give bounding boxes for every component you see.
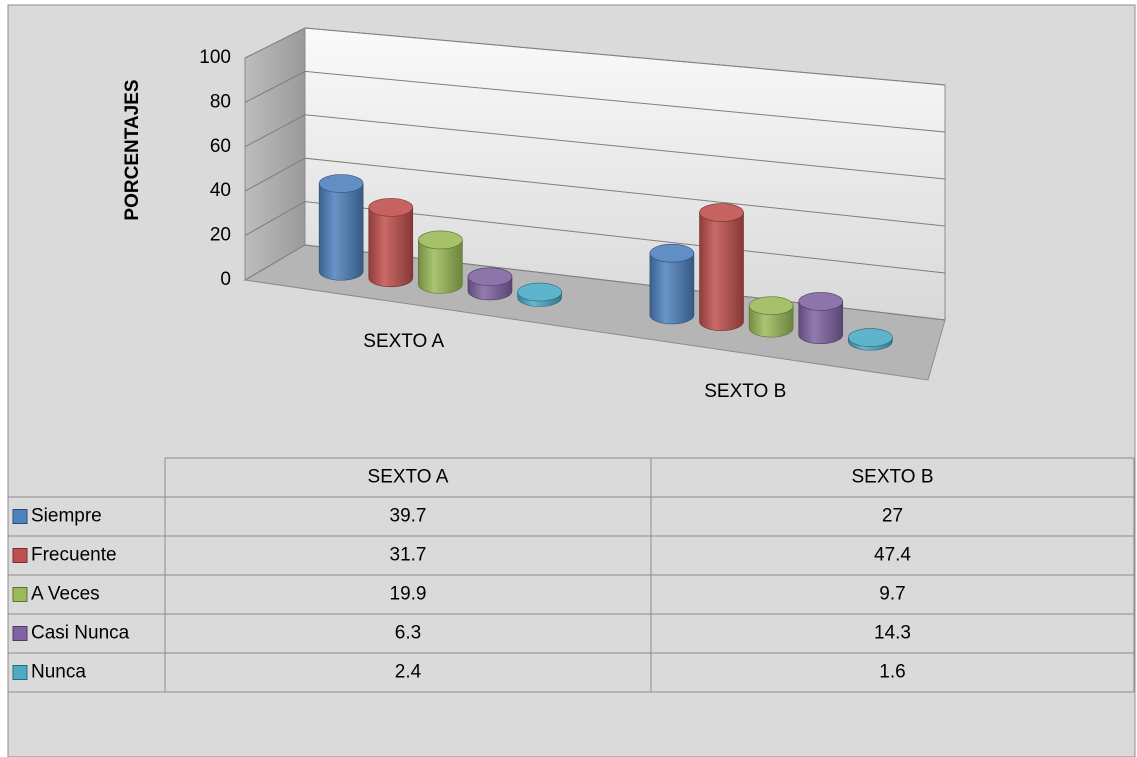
bar	[517, 282, 562, 307]
bar	[318, 174, 364, 281]
table-header: SEXTO A	[368, 467, 449, 488]
bar	[467, 267, 513, 301]
bar-body	[418, 239, 463, 294]
bar	[649, 243, 695, 325]
bar	[418, 230, 463, 294]
bar	[368, 198, 414, 288]
grid-line	[244, 114, 946, 180]
legend-swatch	[12, 587, 28, 602]
y-tick-label: 60	[210, 136, 231, 157]
bar-body	[699, 212, 744, 331]
bar-body	[368, 207, 414, 288]
bar-top	[418, 230, 463, 250]
bar	[748, 296, 794, 338]
grid-line	[244, 70, 946, 133]
legend-label: Casi Nunca	[31, 623, 130, 644]
y-axis-label: PORCENTAJES	[122, 79, 143, 220]
side-wall	[244, 27, 306, 281]
bar-top	[318, 174, 364, 193]
bar-top	[467, 267, 513, 287]
legend-swatch	[12, 626, 28, 641]
legend-swatch	[12, 665, 28, 680]
bar-top	[517, 282, 562, 302]
bar-top	[748, 296, 794, 316]
table-value: 47.4	[874, 545, 911, 566]
bar-top	[649, 243, 695, 263]
legend-swatch	[12, 509, 28, 524]
bar-body	[649, 252, 695, 325]
x-tick-label: SEXTO A	[363, 331, 444, 352]
bar-body	[798, 301, 844, 344]
grid-line	[244, 27, 946, 86]
table-value: 31.7	[390, 545, 427, 566]
legend-label: A Veces	[31, 584, 100, 605]
y-tick-label: 20	[210, 225, 231, 246]
y-tick-label: 0	[220, 269, 231, 290]
bar-top	[798, 292, 844, 311]
table-value: 39.7	[390, 506, 427, 527]
table-header: SEXTO B	[851, 467, 933, 488]
legend-label: Nunca	[31, 662, 86, 683]
table-value: 6.3	[395, 623, 421, 644]
legend-label: Siempre	[31, 506, 102, 527]
bar	[699, 203, 744, 331]
table-value: 27	[882, 506, 903, 527]
table-value: 1.6	[879, 662, 905, 683]
table-value: 19.9	[390, 584, 427, 605]
y-tick-label: 40	[210, 180, 231, 201]
bar	[848, 328, 893, 351]
bar	[798, 292, 844, 344]
x-tick-label: SEXTO B	[704, 381, 786, 402]
y-tick-label: 80	[210, 91, 231, 112]
legend-label: Frecuente	[31, 545, 117, 566]
grid-line	[244, 157, 946, 227]
table-value: 2.4	[395, 662, 422, 683]
bar-top	[699, 203, 744, 222]
bar-body	[318, 183, 364, 281]
bar-top	[848, 328, 893, 347]
legend-swatch	[12, 548, 28, 563]
y-tick-label: 100	[199, 47, 231, 68]
bar-top	[368, 198, 414, 217]
table-value: 14.3	[874, 623, 911, 644]
table-value: 9.7	[879, 584, 905, 605]
